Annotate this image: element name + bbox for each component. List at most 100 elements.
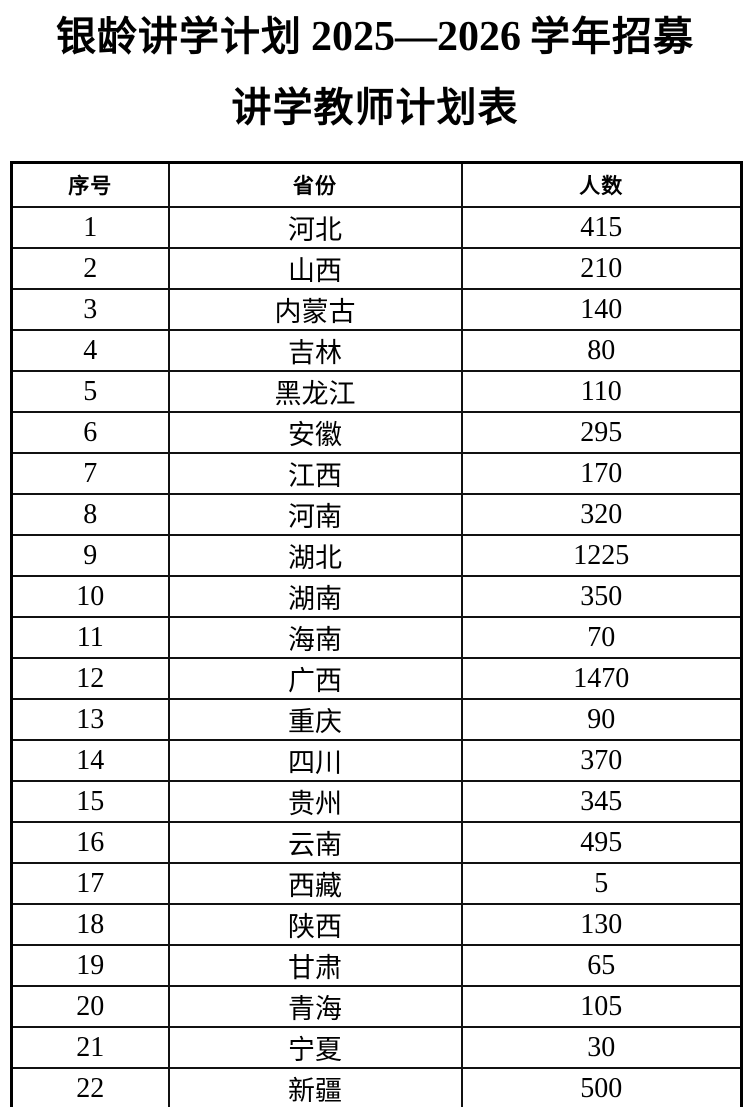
cell-no: 21 — [10, 1026, 170, 1069]
cell-no: 4 — [10, 329, 170, 372]
cell-no: 18 — [10, 903, 170, 946]
cell-no: 16 — [10, 821, 170, 864]
table-row: 15 贵州 345 — [10, 780, 743, 823]
cell-no: 10 — [10, 575, 170, 618]
cell-no: 5 — [10, 370, 170, 413]
cell-count: 370 — [460, 739, 743, 782]
table-row: 14 四川 370 — [10, 739, 743, 782]
cell-no: 3 — [10, 288, 170, 331]
cell-count: 70 — [460, 616, 743, 659]
cell-province: 四川 — [167, 739, 463, 782]
cell-count: 105 — [460, 985, 743, 1028]
cell-count: 130 — [460, 903, 743, 946]
cell-count: 1225 — [460, 534, 743, 577]
cell-no: 15 — [10, 780, 170, 823]
cell-no: 6 — [10, 411, 170, 454]
cell-province: 湖北 — [167, 534, 463, 577]
cell-count: 170 — [460, 452, 743, 495]
table-row: 18 陕西 130 — [10, 903, 743, 946]
cell-no: 14 — [10, 739, 170, 782]
cell-no: 17 — [10, 862, 170, 905]
cell-province: 广西 — [167, 657, 463, 700]
cell-count: 80 — [460, 329, 743, 372]
table-row: 1 河北 415 — [10, 206, 743, 249]
cell-province: 河南 — [167, 493, 463, 536]
table-row: 3 内蒙古 140 — [10, 288, 743, 331]
cell-count: 500 — [460, 1067, 743, 1107]
cell-province: 甘肃 — [167, 944, 463, 987]
cell-province: 新疆 — [167, 1067, 463, 1107]
table-row: 2 山西 210 — [10, 247, 743, 290]
page-title: 银龄讲学计划 2025—2026 学年招募 讲学教师计划表 — [0, 0, 750, 148]
cell-province: 安徽 — [167, 411, 463, 454]
cell-no: 13 — [10, 698, 170, 741]
cell-count: 345 — [460, 780, 743, 823]
cell-province: 贵州 — [167, 780, 463, 823]
table-row: 5 黑龙江 110 — [10, 370, 743, 413]
cell-no: 11 — [10, 616, 170, 659]
table-row: 21 宁夏 30 — [10, 1026, 743, 1069]
cell-no: 9 — [10, 534, 170, 577]
table-row: 4 吉林 80 — [10, 329, 743, 372]
cell-count: 1470 — [460, 657, 743, 700]
table-row: 6 安徽 295 — [10, 411, 743, 454]
cell-province: 海南 — [167, 616, 463, 659]
cell-no: 7 — [10, 452, 170, 495]
cell-count: 350 — [460, 575, 743, 618]
cell-count: 65 — [460, 944, 743, 987]
table-row: 9 湖北 1225 — [10, 534, 743, 577]
header-count: 人数 — [460, 161, 743, 208]
cell-count: 90 — [460, 698, 743, 741]
cell-province: 宁夏 — [167, 1026, 463, 1069]
title-prefix: 银龄讲学计划 — [56, 15, 302, 59]
cell-no: 20 — [10, 985, 170, 1028]
cell-province: 陕西 — [167, 903, 463, 946]
title-year-range: 2025—2026 — [311, 14, 521, 60]
page-title-line1: 银龄讲学计划 2025—2026 学年招募 — [0, 6, 750, 77]
table-row: 16 云南 495 — [10, 821, 743, 864]
table-row: 19 甘肃 65 — [10, 944, 743, 987]
recruitment-plan-table: 序号 省份 人数 1 河北 415 2 山西 210 3 内蒙古 140 4 吉林 80 5 黑龙… — [10, 161, 743, 1107]
cell-province: 重庆 — [167, 698, 463, 741]
cell-province: 内蒙古 — [167, 288, 463, 331]
cell-count: 5 — [460, 862, 743, 905]
cell-count: 495 — [460, 821, 743, 864]
cell-province: 山西 — [167, 247, 463, 290]
cell-no: 2 — [10, 247, 170, 290]
table-row: 12 广西 1470 — [10, 657, 743, 700]
cell-count: 110 — [460, 370, 743, 413]
cell-province: 湖南 — [167, 575, 463, 618]
cell-no: 1 — [10, 206, 170, 249]
table-row: 7 江西 170 — [10, 452, 743, 495]
cell-count: 320 — [460, 493, 743, 536]
cell-province: 吉林 — [167, 329, 463, 372]
table-row: 13 重庆 90 — [10, 698, 743, 741]
cell-count: 295 — [460, 411, 743, 454]
table-row: 20 青海 105 — [10, 985, 743, 1028]
cell-no: 8 — [10, 493, 170, 536]
page-title-line2: 讲学教师计划表 — [231, 86, 519, 130]
header-serial-number: 序号 — [10, 161, 170, 208]
cell-no: 19 — [10, 944, 170, 987]
cell-no: 12 — [10, 657, 170, 700]
header-province: 省份 — [167, 161, 463, 208]
cell-province: 青海 — [167, 985, 463, 1028]
table-row: 22 新疆 500 — [10, 1067, 743, 1107]
table-row: 11 海南 70 — [10, 616, 743, 659]
table-row: 10 湖南 350 — [10, 575, 743, 618]
title-suffix: 学年招募 — [530, 15, 694, 59]
cell-count: 210 — [460, 247, 743, 290]
cell-no: 22 — [10, 1067, 170, 1107]
cell-count: 30 — [460, 1026, 743, 1069]
table-header-row: 序号 省份 人数 — [10, 161, 743, 208]
cell-province: 黑龙江 — [167, 370, 463, 413]
table-row: 17 西藏 5 — [10, 862, 743, 905]
cell-count: 140 — [460, 288, 743, 331]
cell-province: 河北 — [167, 206, 463, 249]
cell-province: 西藏 — [167, 862, 463, 905]
table-row: 8 河南 320 — [10, 493, 743, 536]
cell-province: 云南 — [167, 821, 463, 864]
cell-province: 江西 — [167, 452, 463, 495]
cell-count: 415 — [460, 206, 743, 249]
